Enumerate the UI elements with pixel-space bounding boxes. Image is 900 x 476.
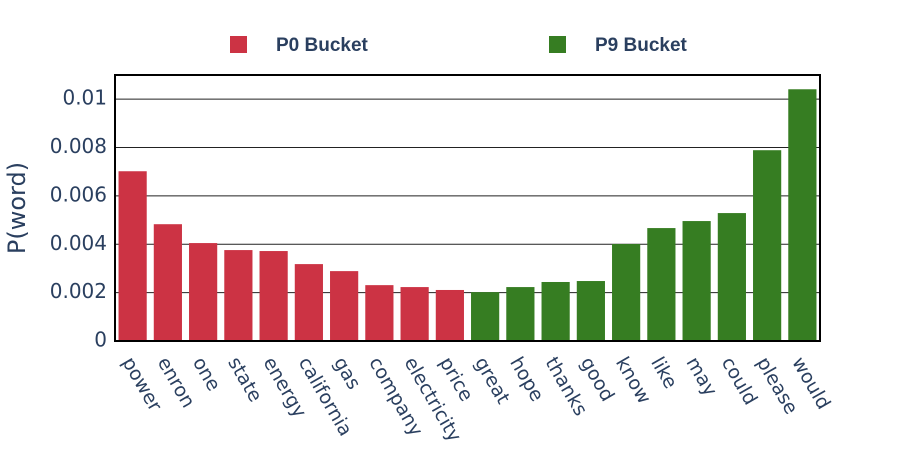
legend-swatch [549,36,566,53]
bar [294,264,323,341]
bar [153,224,182,341]
bar [753,150,782,341]
bar [576,281,605,341]
y-tick-label: 0 [94,328,107,352]
x-tick-label: state [223,353,266,406]
y-tick-label: 0.008 [50,134,107,158]
bar [435,289,464,341]
x-tick-label: great [470,353,514,408]
legend-swatch [230,36,247,53]
y-tick-label: 0.002 [50,279,107,303]
bar [788,89,817,341]
x-tick-label: may [682,353,722,400]
bar [365,285,394,341]
bar [224,250,253,341]
legend-label: P9 Bucket [595,35,688,56]
bar [506,287,535,341]
bar [682,221,711,341]
x-tick-label: know [611,353,655,407]
x-tick-label: gas [329,353,365,393]
bar [717,213,746,341]
bar [189,243,218,341]
bar [541,281,570,341]
bar [259,251,288,341]
bar [647,228,676,341]
y-tick-label: 0.01 [62,86,107,110]
y-tick-label: 0.006 [50,182,107,206]
x-tick-label: like [646,353,681,392]
bar [330,271,359,341]
plot-border [114,74,821,342]
y-tick-label: 0.004 [50,231,107,255]
legend-label: P0 Bucket [276,35,369,56]
bar [471,292,500,341]
bar [612,244,641,341]
bar [400,287,429,341]
bar [118,171,147,341]
x-tick-label: one [188,353,225,395]
y-axis-title: P(word) [3,162,31,254]
